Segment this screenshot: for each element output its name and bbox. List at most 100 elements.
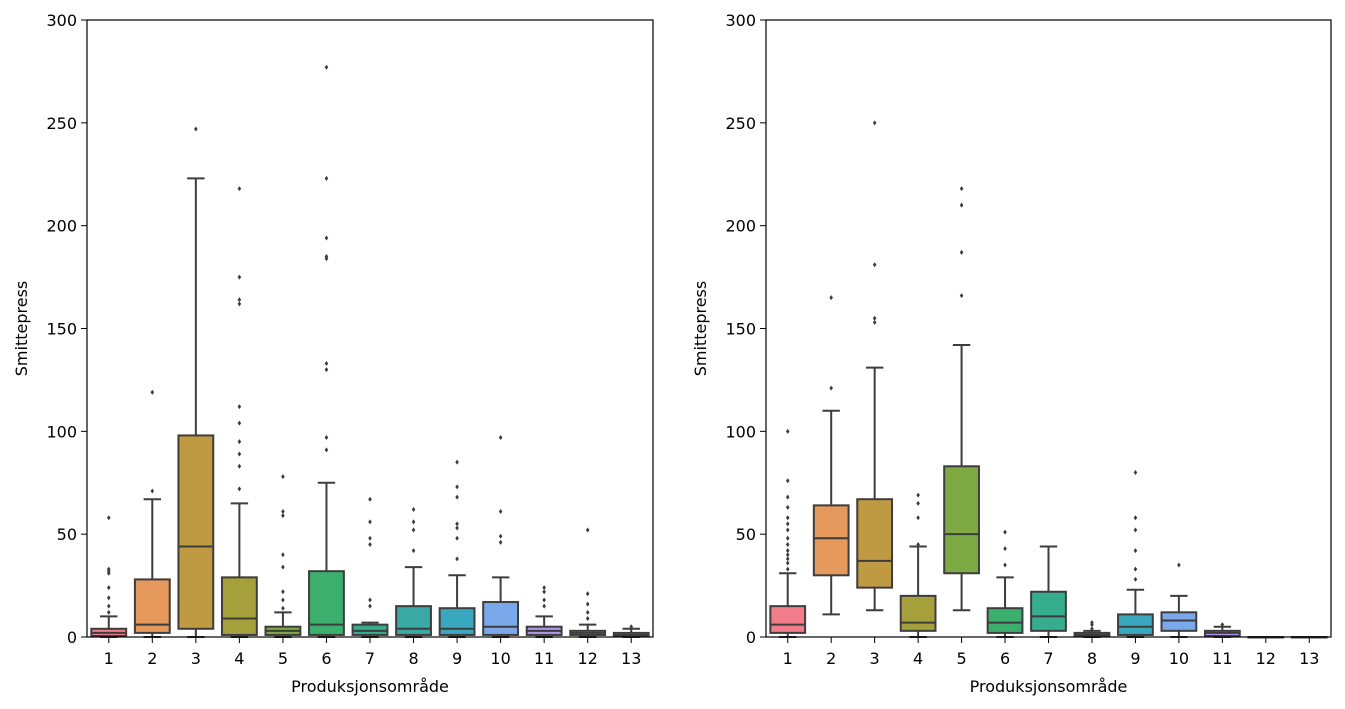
outlier-point (785, 566, 790, 572)
x-tick-label: 6 (1000, 649, 1010, 668)
box-11[interactable] (1203, 622, 1241, 638)
outlier-point (498, 509, 503, 515)
outlier-point (585, 601, 590, 607)
x-tick-label: 4 (234, 649, 244, 668)
y-tick-label: 100 (725, 422, 756, 441)
outlier-point (281, 552, 285, 558)
box-9[interactable] (1117, 469, 1154, 638)
y-tick-label: 100 (46, 422, 77, 441)
outlier-point (872, 315, 877, 321)
box-13[interactable] (612, 624, 650, 638)
outlier-point (368, 603, 372, 609)
outlier-point (1090, 626, 1094, 632)
outlier-point (324, 175, 329, 181)
x-tick-label: 1 (783, 649, 793, 668)
x-tick-label: 12 (578, 649, 598, 668)
x-axis-label: Produksjonsområde (291, 677, 449, 696)
box-5[interactable] (943, 186, 980, 612)
outlier-point (542, 597, 546, 603)
x-tick-label: 13 (1299, 649, 1319, 668)
outlier-point (498, 435, 503, 441)
outlier-point (585, 591, 590, 597)
outlier-point (411, 506, 416, 512)
outlier-point (324, 367, 329, 373)
outlier-point (785, 428, 790, 434)
box-10[interactable] (1160, 562, 1198, 638)
outlier-point (455, 556, 459, 562)
box-1[interactable] (769, 428, 807, 638)
box-8[interactable] (1073, 620, 1111, 638)
box-12[interactable] (569, 527, 607, 638)
box-6[interactable] (986, 529, 1024, 638)
box-3[interactable] (856, 120, 894, 612)
outlier-point (959, 249, 964, 255)
outlier-point (281, 564, 285, 570)
outlier-point (785, 515, 790, 521)
outlier-point (455, 521, 459, 527)
box-6[interactable] (308, 64, 345, 638)
box-4[interactable] (220, 186, 258, 638)
box-iqr (812, 504, 850, 577)
outlier-point (1003, 529, 1007, 535)
x-tick-label: 4 (913, 649, 923, 668)
outlier-point (872, 319, 877, 325)
box-iqr (769, 605, 807, 634)
y-tick-label: 300 (46, 11, 77, 30)
box-2[interactable] (133, 389, 171, 638)
outlier-point (542, 585, 546, 591)
outlier-point (1003, 546, 1007, 552)
outlier-point (498, 539, 503, 545)
x-tick-label: 2 (147, 649, 157, 668)
x-tick-label: 7 (365, 649, 375, 668)
outlier-point (1133, 515, 1138, 521)
outlier-point (324, 235, 329, 241)
box-iqr (438, 607, 476, 636)
box-9[interactable] (438, 459, 476, 638)
outlier-point (455, 525, 459, 531)
outlier-point (785, 560, 790, 566)
outlier-point (829, 295, 833, 301)
outlier-point (237, 439, 242, 445)
x-tick-label: 11 (534, 649, 554, 668)
outlier-point (106, 515, 111, 521)
box-3[interactable] (177, 126, 215, 638)
outlier-point (829, 385, 833, 391)
box-2[interactable] (812, 295, 850, 616)
box-5[interactable] (264, 474, 302, 638)
outlier-point (785, 552, 790, 558)
outlier-point (281, 589, 285, 595)
y-tick-label: 50 (57, 525, 77, 544)
outlier-point (959, 293, 964, 299)
outlier-point (916, 492, 920, 498)
box-1[interactable] (90, 515, 128, 638)
outlier-point (324, 360, 329, 366)
box-10[interactable] (482, 435, 520, 638)
y-tick-label: 200 (46, 217, 77, 236)
outlier-point (106, 595, 111, 601)
box-iqr (220, 576, 258, 636)
box-11[interactable] (525, 585, 563, 638)
outlier-point (106, 609, 111, 615)
box-iqr (899, 594, 937, 632)
x-tick-label: 11 (1212, 649, 1232, 668)
outlier-point (785, 504, 790, 510)
box-8[interactable] (395, 506, 432, 638)
x-tick-label: 10 (1169, 649, 1189, 668)
y-tick-label: 0 (746, 628, 756, 647)
box-4[interactable] (899, 492, 937, 638)
outlier-point (106, 566, 111, 572)
box-7[interactable] (351, 496, 389, 638)
x-tick-label: 1 (104, 649, 114, 668)
y-axis-label: Smittepress (12, 281, 31, 376)
outlier-point (455, 484, 459, 490)
outlier-point (281, 597, 285, 603)
box-7[interactable] (1030, 545, 1067, 638)
outlier-point (324, 64, 329, 70)
y-tick-label: 250 (46, 114, 77, 133)
outlier-point (629, 624, 634, 630)
outlier-point (237, 301, 242, 307)
outlier-point (411, 548, 416, 554)
outlier-point (585, 609, 590, 615)
outlier-point (1177, 562, 1181, 568)
